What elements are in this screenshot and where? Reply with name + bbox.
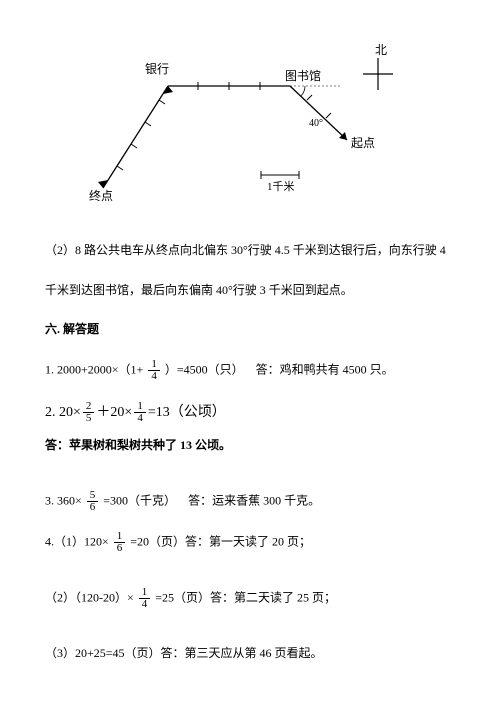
a1-pre: 1. 2000+2000×（1+	[45, 362, 143, 376]
a2-frac1: 25	[83, 401, 95, 424]
answer-1: 1. 2000+2000×（1+ 14 ）=4500（只） 答：鸡和鸭共有 45…	[45, 359, 455, 382]
start-label: 起点	[351, 136, 375, 150]
route-diagram: 北 银行 图书馆 40° 起点 终点 1千米	[45, 40, 455, 220]
a1-frac: 14	[148, 359, 160, 382]
a3-frac: 56	[87, 490, 99, 513]
end-label: 终点	[89, 188, 113, 203]
answer-2-ans: 答：苹果树和梨树共种了 13 公顷。	[45, 435, 455, 457]
a2-frac2: 14	[134, 401, 146, 424]
q2-line1: （2）8 路公共电车从终点向北偏东 30°行驶 4.5 千米到达银行后，向东行驶…	[45, 240, 455, 262]
answer-2-eq: 2. 20×25＋20×14=13（公顷）	[45, 400, 455, 425]
a4-2-post: =25（页）答：第二天读了 25 页；	[155, 590, 336, 604]
a2-a: 20×	[59, 405, 81, 420]
section-6-title: 六. 解答题	[45, 319, 455, 341]
answer-4-3: （3）20+25=45（页）答：第三天应从第 46 页看起。	[45, 643, 455, 665]
angle-label: 40°	[309, 118, 323, 129]
a4-1-frac: 16	[114, 531, 126, 554]
a4-2-frac: 14	[139, 587, 151, 610]
q2-line2: 千米到达图书馆，最后向东偏南 40°行驶 3 千米回到起点。	[45, 280, 455, 302]
a3-post: =300（千克）	[103, 493, 176, 507]
a2-c: =13（公顷）	[148, 405, 226, 420]
a4-1-pre: 4.（1）120×	[45, 534, 109, 548]
north-label: 北	[375, 43, 387, 57]
a4-1-post: =20（页）答：第一天读了 20 页；	[130, 534, 311, 548]
a1-ans: 答：鸡和鸭共有 4500 只。	[256, 362, 394, 376]
a4-2-pre: （2）（120-20）×	[45, 590, 134, 604]
a2-num: 2.	[45, 405, 56, 420]
bank-label: 银行	[145, 62, 169, 76]
library-label: 图书馆	[285, 68, 321, 83]
a3-pre: 3. 360×	[45, 493, 82, 507]
a1-post: ）=4500（只）	[165, 362, 244, 376]
a3-ans: 答：运来香蕉 300 千克。	[188, 493, 320, 507]
answer-4-1: 4.（1）120× 16 =20（页）答：第一天读了 20 页；	[45, 531, 455, 554]
answer-3: 3. 360× 56 =300（千克） 答：运来香蕉 300 千克。	[45, 490, 455, 513]
answer-4-2: （2）（120-20）× 14 =25（页）答：第二天读了 25 页；	[45, 587, 455, 610]
a2-b: ＋20×	[96, 405, 132, 420]
scale-label: 1千米	[267, 180, 295, 193]
